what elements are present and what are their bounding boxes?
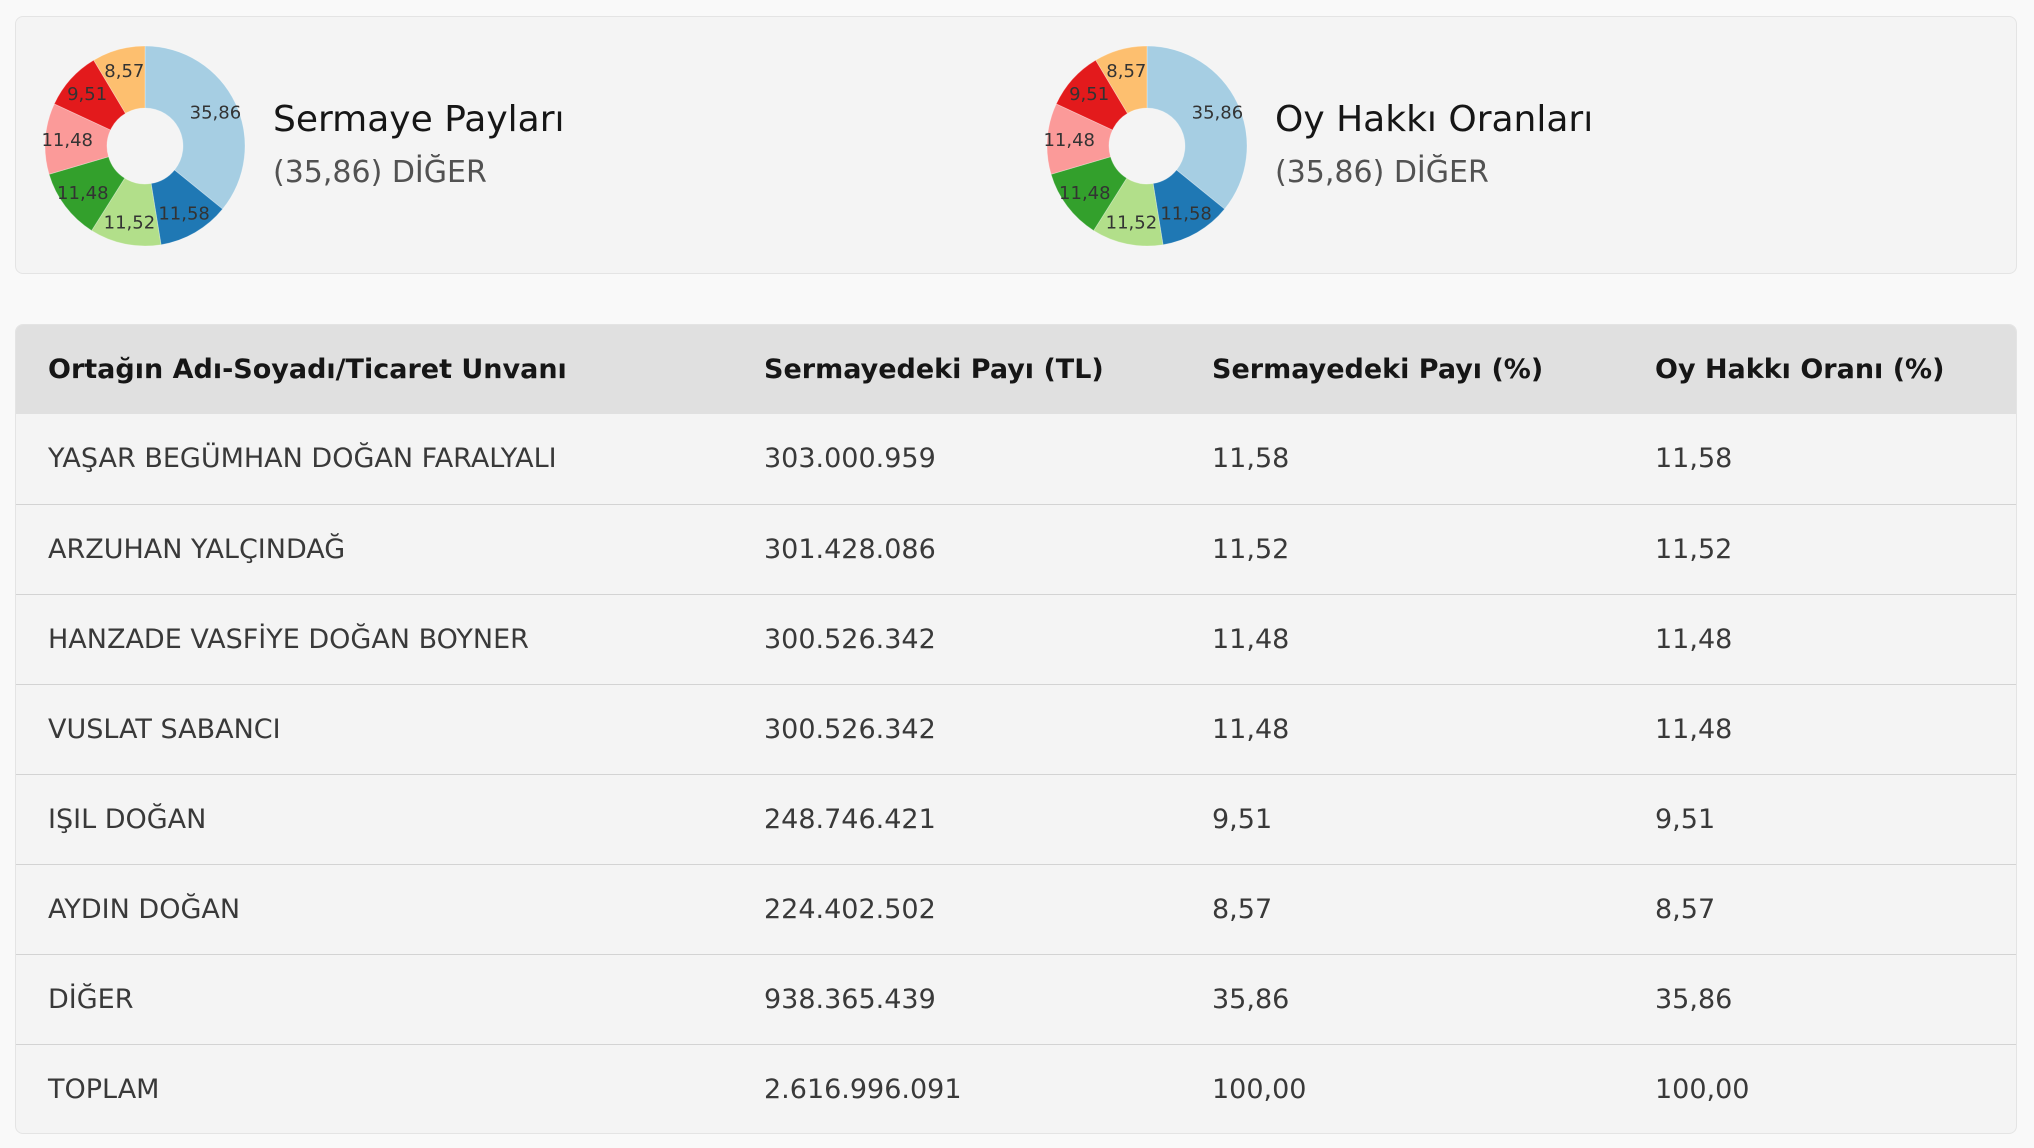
cell-voting-right-percent: 11,52 <box>1655 533 1733 565</box>
donut-slice[interactable] <box>1055 59 1129 131</box>
header-capital-share-percent: Sermayedeki Payı (%) <box>1212 354 1544 385</box>
cell-capital-share-percent: 35,86 <box>1212 983 1290 1015</box>
cell-capital-share-tl: 2.616.996.091 <box>764 1073 962 1105</box>
cell-capital-share-tl: 224.402.502 <box>764 893 936 925</box>
slice-label: 9,51 <box>67 84 107 105</box>
slice-label: 11,58 <box>1160 204 1212 225</box>
slice-label: 8,57 <box>1106 61 1146 82</box>
cell-voting-right-percent: 11,48 <box>1655 623 1733 655</box>
donut-slice[interactable] <box>1152 169 1226 246</box>
slice-label: 35,86 <box>1192 103 1244 124</box>
cell-shareholder-name: VUSLAT SABANCI <box>48 713 281 745</box>
cell-voting-right-percent: 9,51 <box>1655 803 1716 835</box>
cell-capital-share-tl: 300.526.342 <box>764 623 936 655</box>
chart-subtitle: (35,86) DİĞER <box>273 155 487 190</box>
shareholders-table: Ortağın Adı-Soyadı/Ticaret Unvanı Sermay… <box>16 325 2016 1133</box>
donut-slice[interactable] <box>1093 177 1164 247</box>
cell-voting-right-percent: 35,86 <box>1655 983 1733 1015</box>
slice-label: 11,48 <box>57 183 109 204</box>
donut-slice[interactable] <box>93 45 146 114</box>
cell-capital-share-percent: 11,48 <box>1212 713 1290 745</box>
cell-voting-right-percent: 8,57 <box>1655 893 1716 925</box>
cell-shareholder-name: YAŞAR BEGÜMHAN DOĞAN FARALYALI <box>48 443 557 475</box>
donut-slice[interactable] <box>1095 45 1148 114</box>
cell-capital-share-tl: 300.526.342 <box>764 713 936 745</box>
donut-slice[interactable] <box>44 103 112 175</box>
slice-label: 9,51 <box>1069 84 1109 105</box>
donut-slice[interactable] <box>48 156 126 232</box>
chart-title: Oy Hakkı Oranları <box>1275 99 1594 140</box>
cell-capital-share-tl: 248.746.421 <box>764 803 936 835</box>
slice-label: 11,48 <box>1059 183 1111 204</box>
slice-label: 11,52 <box>104 212 156 233</box>
chart-subtitle: (35,86) DİĞER <box>1275 155 1489 190</box>
cell-shareholder-name: HANZADE VASFİYE DOĞAN BOYNER <box>48 623 529 655</box>
cell-capital-share-percent: 9,51 <box>1212 803 1273 835</box>
header-capital-share-tl: Sermayedeki Payı (TL) <box>764 354 1104 385</box>
donut-slice[interactable] <box>91 177 162 247</box>
cell-capital-share-tl: 301.428.086 <box>764 533 936 565</box>
cell-shareholder-name: ARZUHAN YALÇINDAĞ <box>48 533 346 565</box>
slice-label: 35,86 <box>190 103 242 124</box>
cell-capital-share-tl: 303.000.959 <box>764 443 936 475</box>
shareholders-table-card: Ortağın Adı-Soyadı/Ticaret Unvanı Sermay… <box>15 324 2017 1134</box>
slice-label: 11,48 <box>1043 130 1095 151</box>
cell-capital-share-percent: 11,52 <box>1212 533 1290 565</box>
cell-capital-share-percent: 11,48 <box>1212 623 1290 655</box>
slice-label: 11,52 <box>1106 212 1158 233</box>
cell-voting-right-percent: 11,48 <box>1655 713 1733 745</box>
donut-slice[interactable] <box>1050 156 1128 232</box>
table-row: IŞIL DOĞAN 248.746.421 9,51 9,51 <box>16 774 2016 864</box>
header-shareholder-name: Ortağın Adı-Soyadı/Ticaret Unvanı <box>48 354 567 385</box>
chart-oy-hakki-oranlari: 35,86 11,58 11,52 11,48 11,48 9,51 8,57 Oy Hak… <box>1018 17 2018 275</box>
table-row: TOPLAM 2.616.996.091 100,00 100,00 <box>16 1044 2016 1133</box>
header-voting-right-percent: Oy Hakkı Oranı (%) <box>1655 354 1945 385</box>
table-row: DİĞER 938.365.439 35,86 35,86 <box>16 954 2016 1044</box>
table-row: ARZUHAN YALÇINDAĞ 301.428.086 11,52 11,5… <box>16 504 2016 594</box>
cell-shareholder-name: DİĞER <box>48 983 134 1015</box>
cell-capital-share-percent: 100,00 <box>1212 1073 1307 1105</box>
slice-label: 8,57 <box>104 61 144 82</box>
slice-label: 11,48 <box>41 130 93 151</box>
donut-slice[interactable] <box>53 59 127 131</box>
cell-capital-share-tl: 938.365.439 <box>764 983 936 1015</box>
cell-shareholder-name: AYDIN DOĞAN <box>48 893 241 925</box>
donut-slice[interactable] <box>144 45 246 210</box>
donut-slice[interactable] <box>1146 45 1248 210</box>
table-header-row: Ortağın Adı-Soyadı/Ticaret Unvanı Sermay… <box>16 325 2016 414</box>
chart-summary-card: 35,86 11,58 11,52 11,48 11,48 9,51 8,57 Sermay… <box>15 16 2017 274</box>
chart-title: Sermaye Payları <box>273 99 565 140</box>
donut-slice[interactable] <box>1046 103 1114 175</box>
cell-voting-right-percent: 11,58 <box>1655 443 1733 475</box>
table-row: VUSLAT SABANCI 300.526.342 11,48 11,48 <box>16 684 2016 774</box>
cell-voting-right-percent: 100,00 <box>1655 1073 1750 1105</box>
slice-label: 11,58 <box>158 204 210 225</box>
table-row: AYDIN DOĞAN 224.402.502 8,57 8,57 <box>16 864 2016 954</box>
cell-shareholder-name: IŞIL DOĞAN <box>48 803 207 835</box>
cell-capital-share-percent: 8,57 <box>1212 893 1273 925</box>
cell-shareholder-name: TOPLAM <box>48 1073 160 1105</box>
cell-capital-share-percent: 11,58 <box>1212 443 1290 475</box>
table-row: YAŞAR BEGÜMHAN DOĞAN FARALYALI 303.000.9… <box>16 414 2016 504</box>
table-row: HANZADE VASFİYE DOĞAN BOYNER 300.526.342… <box>16 594 2016 684</box>
chart-sermaye-paylari: 35,86 11,58 11,52 11,48 11,48 9,51 8,57 Sermay… <box>16 17 1016 275</box>
donut-slice[interactable] <box>150 169 224 246</box>
